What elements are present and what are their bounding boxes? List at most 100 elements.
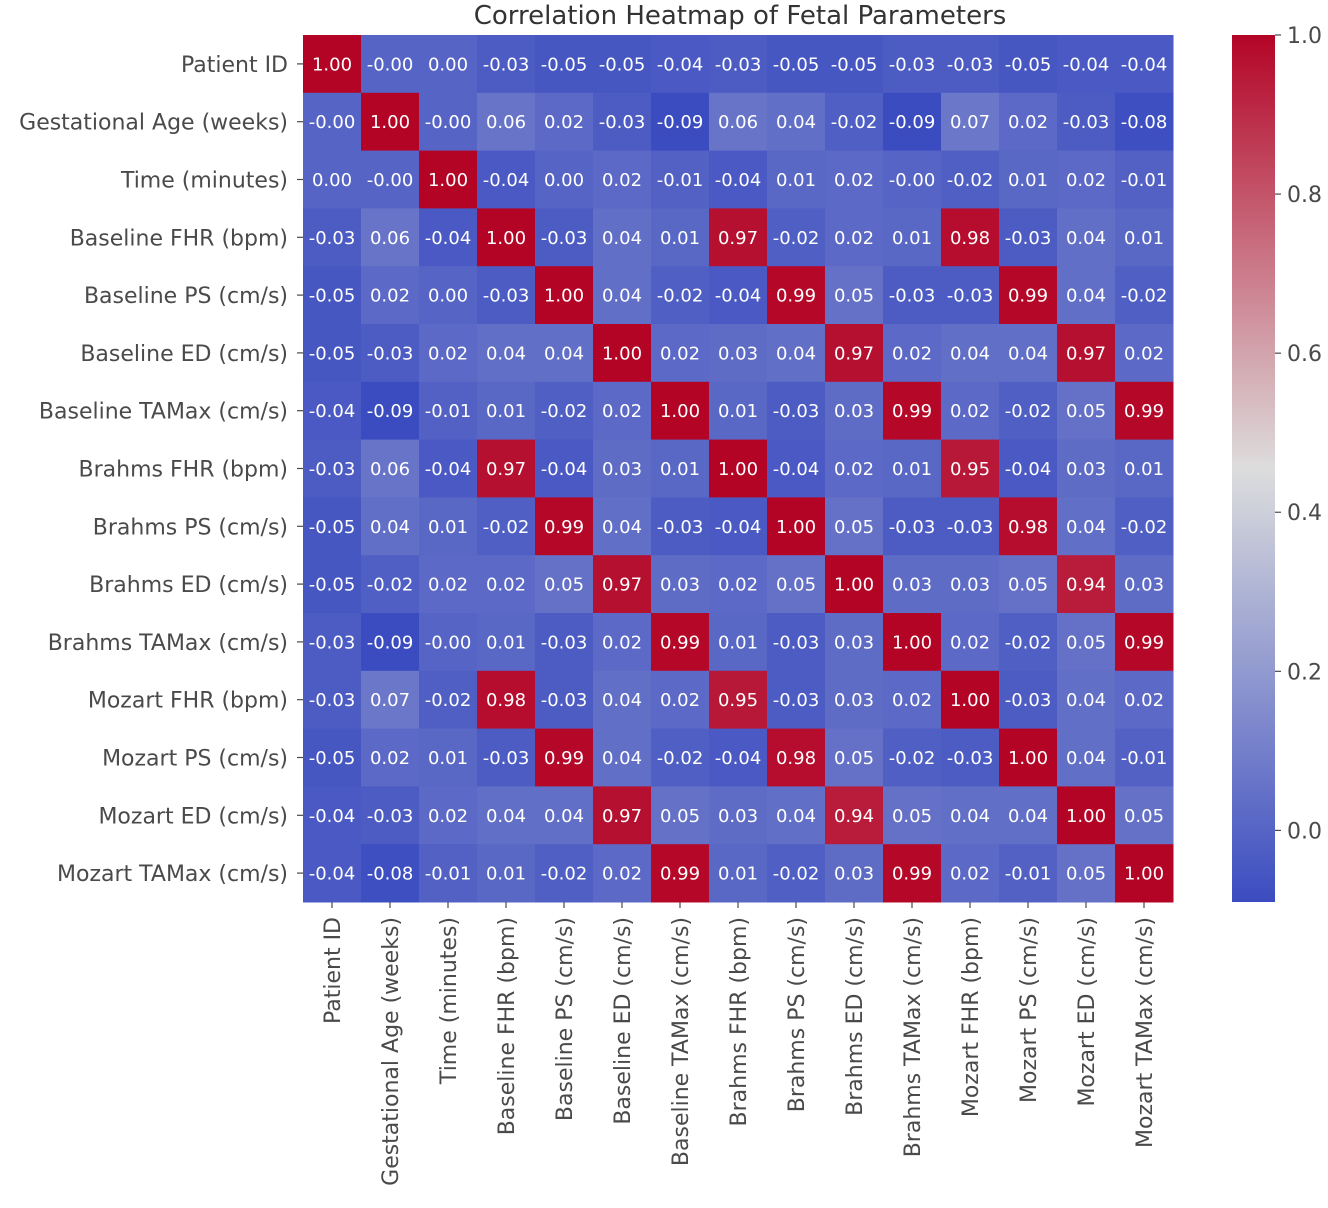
heatmap-cell-value: 0.03 (718, 806, 758, 827)
heatmap-cell-value: -0.03 (309, 632, 356, 653)
x-tick-label: Brahms FHR (bpm) (727, 917, 752, 1126)
colorbar-tick-label: 0.8 (1287, 183, 1322, 208)
heatmap-cell (419, 35, 478, 94)
heatmap-cell (535, 35, 594, 94)
heatmap-cell (535, 555, 594, 614)
heatmap-cell-value: -0.09 (367, 401, 414, 422)
heatmap-cell-value: -0.02 (947, 170, 994, 191)
heatmap-cell-value: 0.02 (370, 748, 410, 769)
heatmap-cell-value: -0.02 (1121, 286, 1168, 307)
heatmap-cell (303, 381, 362, 441)
heatmap-cell-value: 0.98 (1008, 517, 1048, 538)
heatmap-cell-value: 1.00 (602, 343, 642, 364)
heatmap-cell-value: 0.04 (602, 517, 642, 538)
heatmap-cell (361, 844, 420, 903)
heatmap-cell-value: -0.00 (425, 112, 472, 133)
heatmap-cell-value: 0.02 (1124, 343, 1164, 364)
heatmap-cell-value: 0.02 (370, 286, 410, 307)
heatmap-cell (303, 670, 362, 730)
heatmap-cell-value: -0.03 (947, 54, 994, 75)
heatmap-cell (767, 35, 826, 94)
heatmap-cell-value: 0.01 (776, 170, 816, 191)
heatmap-cell-value: 0.05 (1066, 864, 1106, 885)
heatmap-cell (303, 613, 362, 672)
heatmap-cell (651, 555, 710, 614)
heatmap-cell (535, 381, 594, 441)
heatmap-cell-value: -0.02 (1121, 517, 1168, 538)
heatmap-cell-value: -0.03 (947, 517, 994, 538)
heatmap-cell (361, 670, 420, 730)
heatmap-cell-value: 1.00 (1008, 748, 1048, 769)
heatmap-cell-value: 0.01 (718, 632, 758, 653)
heatmap-cell (883, 497, 942, 556)
heatmap-cell-value: 1.00 (370, 112, 410, 133)
heatmap-cell (883, 266, 942, 325)
heatmap-cell-value: 0.04 (602, 690, 642, 711)
heatmap-cell-value: 0.02 (660, 690, 700, 711)
heatmap-cell-value: -0.04 (1005, 459, 1052, 480)
heatmap-cell-value: 0.04 (1066, 748, 1106, 769)
heatmap-cell-value: 0.04 (544, 806, 584, 827)
heatmap-cell (825, 497, 884, 556)
heatmap-cell (419, 381, 478, 441)
heatmap-cell (593, 92, 652, 152)
heatmap-cell-value: 0.04 (370, 517, 410, 538)
heatmap-cell (593, 208, 652, 267)
heatmap-cell (1115, 35, 1174, 94)
heatmap-cell (477, 92, 536, 152)
heatmap-cell-value: 0.99 (892, 401, 932, 422)
heatmap-cell-value: 0.02 (834, 170, 874, 191)
heatmap-cell-value: -0.03 (889, 517, 936, 538)
x-tick-label: Mozart ED (cm/s) (1075, 917, 1100, 1107)
heatmap-cell (941, 497, 1000, 556)
heatmap-cell (303, 92, 362, 152)
heatmap-cell (1115, 324, 1174, 383)
heatmap-cell-value: 0.04 (1066, 286, 1106, 307)
heatmap-cell-value: 0.02 (950, 632, 990, 653)
heatmap-cell-value: 0.04 (1066, 517, 1106, 538)
heatmap-cell (593, 35, 652, 94)
heatmap-cell-value: 0.05 (544, 575, 584, 596)
heatmap-cell (477, 35, 536, 94)
heatmap-cell-value: -0.03 (367, 343, 414, 364)
heatmap-cell-value: 0.04 (950, 806, 990, 827)
heatmap-cell (535, 92, 594, 152)
heatmap-cell (303, 497, 362, 556)
heatmap-cell (419, 670, 478, 730)
heatmap-cell (593, 786, 652, 845)
heatmap-cell-value: 1.00 (718, 459, 758, 480)
heatmap-cell-value: 0.99 (660, 864, 700, 885)
heatmap-cell (709, 555, 768, 614)
heatmap-cell (999, 497, 1058, 556)
heatmap-cell (767, 670, 826, 730)
y-tick-label: Mozart FHR (bpm) (88, 689, 288, 714)
heatmap-cell (303, 439, 362, 498)
y-tick-label: Time (minutes) (120, 169, 288, 194)
heatmap-cell-labels: 1.00 -0.00 0.00 -0.03 -0.05 -0.05 -0.04 -0.03 -0… (309, 54, 1168, 884)
heatmap-cell (883, 150, 942, 209)
heatmap-cell-value: 0.04 (602, 228, 642, 249)
colorbar-gradient (1232, 35, 1275, 902)
x-tick-label: Brahms ED (cm/s) (843, 917, 868, 1116)
heatmap-cell (535, 613, 594, 672)
heatmap-cell-value: -0.04 (309, 864, 356, 885)
heatmap-cell-value: 0.06 (370, 459, 410, 480)
heatmap-cell (477, 497, 536, 556)
heatmap-cell-value: 0.04 (776, 343, 816, 364)
heatmap-cell (999, 92, 1058, 152)
heatmap-cell (941, 439, 1000, 498)
heatmap-cell (593, 613, 652, 672)
heatmap-cell-value: -0.03 (309, 459, 356, 480)
heatmap-cell (999, 844, 1058, 903)
heatmap-cell (825, 439, 884, 498)
heatmap-cell (1057, 439, 1116, 498)
heatmap-cell (477, 324, 536, 383)
heatmap-cell-value: 1.00 (950, 690, 990, 711)
heatmap-cell-value: 0.02 (428, 343, 468, 364)
heatmap-cell-value: 0.05 (1124, 806, 1164, 827)
heatmap-cell (1057, 381, 1116, 441)
heatmap-cell (303, 266, 362, 325)
heatmap-cell-value: -0.05 (309, 575, 356, 596)
heatmap-cell (825, 670, 884, 730)
heatmap-cell (303, 150, 362, 209)
